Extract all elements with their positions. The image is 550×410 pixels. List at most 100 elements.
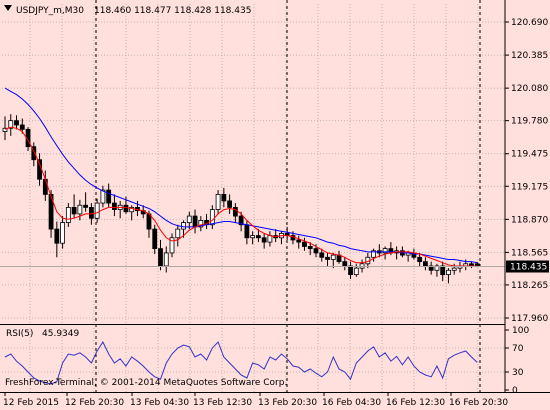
rsi-tick-label: 30 [512,368,524,378]
candle-body [31,146,37,161]
current-price-label: 118.435 [510,262,547,272]
candle-body [42,178,48,195]
candle-body [302,241,307,247]
time-tick-label: 16 Feb 20:30 [449,398,508,408]
price-tick-label: 118.565 [511,248,548,258]
candle [106,183,112,208]
candle-body [434,265,440,271]
candle-body [94,202,100,219]
candle [31,142,37,167]
candle [94,198,100,223]
candle [417,252,423,266]
candle [353,263,359,277]
collapse-triangle-icon[interactable] [4,5,12,11]
candle [227,194,233,214]
candle [100,185,106,208]
price-candles [2,114,480,284]
candle-body [19,124,25,130]
rsi-line [4,340,478,385]
candle [307,242,313,256]
time-tick-label: 16 Feb 04:30 [322,398,381,408]
candle-body [71,207,77,215]
candle-body [296,239,302,243]
price-tick-label: 120.080 [511,84,548,94]
candle-body [106,189,112,204]
candle-body [319,252,325,258]
candle-body [250,235,256,239]
candle-body [307,246,313,250]
candle [428,261,434,275]
candle [255,229,261,243]
candle [48,190,54,238]
candle-body [181,222,186,230]
candle-body [382,248,388,254]
candle-body [451,267,457,271]
candle-body [152,228,158,250]
candle-body [54,228,60,244]
candle-body [244,224,250,239]
candle-body [65,207,71,223]
price-tick-label: 117.960 [511,314,548,324]
candle-body [227,200,233,208]
time-tick-label: 16 Feb 12:30 [386,398,445,408]
price-tick-label: 119.175 [511,182,548,192]
rsi-indicator [4,340,478,385]
candle [434,263,440,277]
time-tick-label: 13 Feb 20:30 [258,398,317,408]
candle [181,220,186,238]
current-price-tag: 118.435 [506,260,549,273]
candle-body [163,252,169,267]
candle [60,216,65,249]
candle [330,252,336,269]
candle-body [88,207,94,219]
candle [302,237,307,251]
candle-body [209,209,215,226]
time-tick-label: 13 Feb 04:30 [130,398,189,408]
price-tick-label: 120.385 [511,51,548,61]
price-tick-label: 119.780 [511,117,548,127]
ma-fast-line [4,126,478,267]
time-tick-label: 12 Feb 2015 [3,398,59,408]
candle-body [446,269,451,276]
candle [232,203,238,223]
price-tick-label: 118.265 [511,281,548,291]
candle-body [129,207,135,213]
candle-body [348,265,353,276]
candle [296,235,302,249]
candle-body [14,120,19,126]
rsi-tick-label: 0 [512,386,518,396]
candle-body [359,263,365,269]
candle [175,224,181,247]
candle-body [417,256,423,263]
candle-body [8,120,14,129]
candle [440,261,446,282]
candle [77,199,83,221]
candle-body [198,220,204,228]
candle-body [169,237,175,254]
candle-body [48,193,54,230]
candle-body [2,127,8,132]
candle [221,187,227,208]
rsi-tick-label: 70 [512,344,524,354]
candle [325,252,330,266]
candle-body [353,267,359,276]
candle-body [100,189,106,204]
candle [209,205,215,230]
price-tick-label: 119.475 [511,150,548,160]
candle [359,259,365,273]
time-tick-label: 13 Feb 12:30 [193,398,252,408]
candle-body [330,254,336,260]
candle-body [77,204,83,215]
rsi-label: RSI(5) [6,329,33,339]
candle [342,257,348,271]
candle [348,261,353,279]
day-separators [95,0,481,392]
candle-body [186,215,192,223]
rsi-axis: 100 70 30 0 [505,326,529,396]
candle [186,211,192,230]
candle [158,239,163,271]
candle-body [175,228,181,239]
price-axis: 120.690 120.385 120.080 119.780 119.475 119.1… [505,18,548,324]
candle [71,194,77,219]
